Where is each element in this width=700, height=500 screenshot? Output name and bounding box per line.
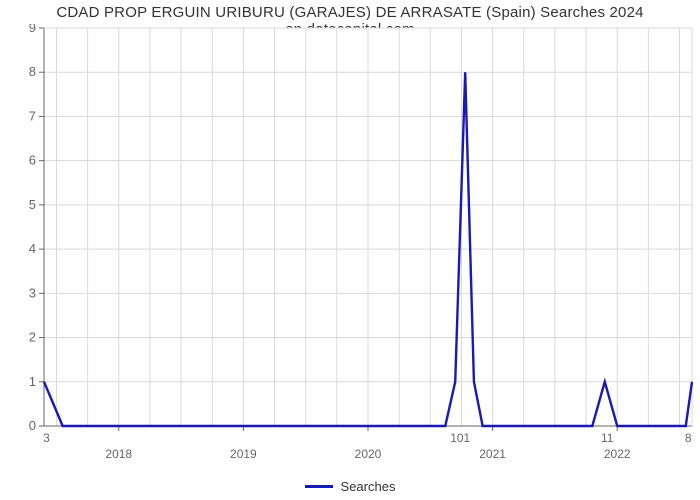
- svg-text:11: 11: [601, 431, 614, 445]
- legend-swatch: [305, 485, 333, 488]
- svg-text:101: 101: [450, 431, 470, 445]
- svg-text:3: 3: [29, 285, 36, 300]
- svg-text:2021: 2021: [479, 447, 506, 461]
- legend-label: Searches: [341, 479, 396, 494]
- svg-text:9: 9: [29, 24, 36, 35]
- chart-plot: 0 1 2 3 4 5 6 7 8 9 2018 2019 2020 2021 2022 3 101 11 8: [14, 24, 700, 462]
- svg-text:8: 8: [685, 431, 692, 445]
- svg-text:2020: 2020: [355, 447, 382, 461]
- svg-text:2019: 2019: [230, 447, 257, 461]
- chart-container: CDAD PROP ERGUIN URIBURU (GARAJES) DE AR…: [0, 0, 700, 500]
- svg-text:1: 1: [29, 374, 36, 389]
- svg-text:4: 4: [29, 241, 36, 256]
- svg-text:6: 6: [29, 153, 36, 168]
- svg-text:0: 0: [29, 418, 36, 433]
- svg-text:2022: 2022: [604, 447, 631, 461]
- svg-text:8: 8: [29, 64, 36, 79]
- chart-legend: Searches: [0, 479, 700, 494]
- svg-text:2018: 2018: [105, 447, 132, 461]
- svg-text:7: 7: [29, 108, 36, 123]
- svg-text:5: 5: [29, 197, 36, 212]
- svg-text:2: 2: [29, 330, 36, 345]
- svg-text:3: 3: [43, 431, 50, 445]
